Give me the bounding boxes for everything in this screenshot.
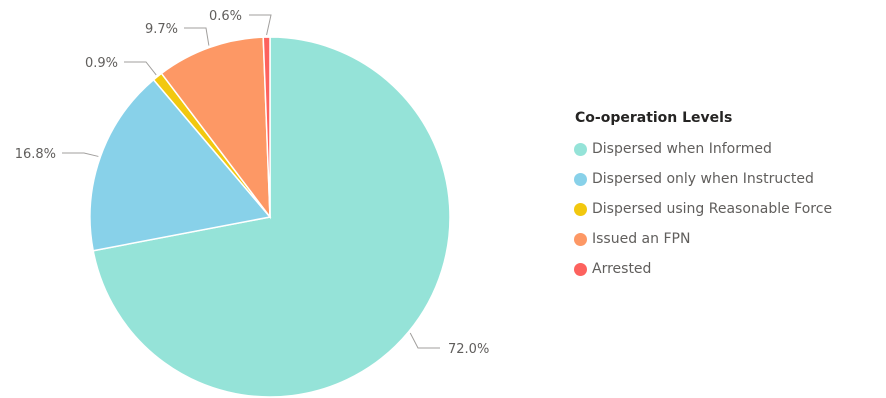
legend-label: Dispersed when Informed	[592, 141, 772, 157]
chart-legend: Co-operation Levels Dispersed when Infor…	[574, 110, 832, 284]
data-label: 16.8%	[15, 147, 56, 162]
legend-label: Dispersed using Reasonable Force	[592, 201, 833, 217]
pie-slices	[89, 36, 451, 398]
legend-item[interactable]: Dispersed when Informed	[574, 134, 832, 164]
leader-line	[62, 152, 99, 157]
legend-label: Issued an FPN	[592, 231, 691, 247]
data-label: 9.7%	[145, 22, 178, 37]
pie-slice-dispersed-only-when-instructed[interactable]	[89, 78, 272, 252]
legend-marker-icon	[574, 262, 587, 276]
legend-item[interactable]: Dispersed only when Instructed	[574, 164, 832, 194]
leader-line	[249, 14, 272, 36]
legend-marker-icon	[574, 142, 587, 156]
pie-data-labels: 72.0% 16.8% 0.9% 9.7% 0.6%	[15, 9, 490, 357]
data-label: 0.9%	[85, 56, 118, 71]
legend-items: Dispersed when Informed Dispersed only wh…	[574, 134, 832, 284]
legend-title: Co-operation Levels	[575, 110, 733, 126]
leader-line	[124, 61, 157, 76]
data-label: 72.0%	[448, 342, 489, 357]
data-label: 0.6%	[209, 9, 242, 24]
legend-marker-icon	[574, 202, 587, 216]
legend-item[interactable]: Arrested	[574, 254, 832, 284]
pie-slice-arrested[interactable]	[262, 36, 271, 218]
pie-leader-lines	[62, 14, 440, 349]
legend-item[interactable]: Dispersed using Reasonable Force	[574, 194, 832, 224]
legend-marker-icon	[574, 172, 587, 186]
legend-item[interactable]: Issued an FPN	[574, 224, 832, 254]
pie-slice-dispersed-when-informed[interactable]	[92, 36, 451, 398]
legend-label: Arrested	[592, 261, 652, 277]
legend-marker-icon	[574, 232, 587, 246]
pie-slice-issued-an-fpn[interactable]	[160, 36, 271, 220]
legend-label: Dispersed only when Instructed	[592, 171, 814, 187]
leader-line	[409, 332, 440, 349]
leader-line	[184, 27, 210, 46]
